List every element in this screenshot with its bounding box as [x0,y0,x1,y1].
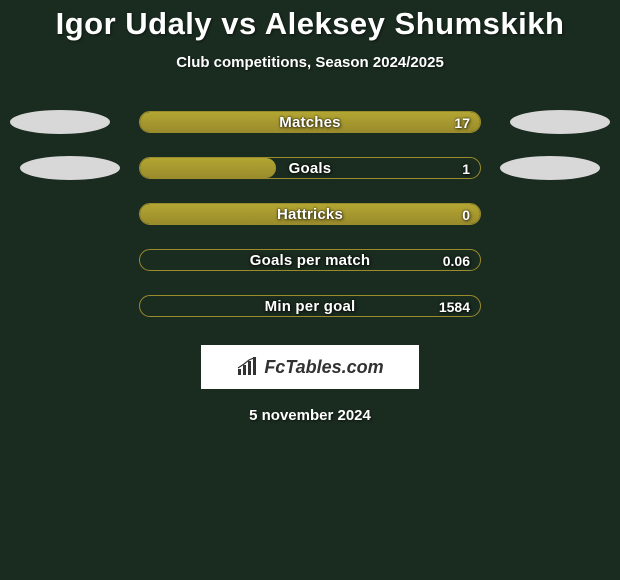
stat-row: Min per goal1584 [0,295,620,317]
comparison-card: Igor Udaly vs Aleksey Shumskikh Club com… [0,0,620,424]
stat-row: Hattricks0 [0,203,620,225]
stat-value: 0.06 [443,250,470,271]
snapshot-date: 5 november 2024 [249,407,371,424]
stat-bar-fill [140,204,480,224]
stat-bar: Goals1 [139,157,481,179]
stat-bar: Min per goal1584 [139,295,481,317]
brand-text: FcTables.com [264,357,383,378]
brand-box[interactable]: FcTables.com [201,345,419,389]
stat-label: Min per goal [140,296,480,317]
stat-bar-fill [140,112,480,132]
footer: FcTables.com 5 november 2024 [201,345,419,424]
stat-value: 1 [462,158,470,179]
stat-bar: Hattricks0 [139,203,481,225]
season-subtitle: Club competitions, Season 2024/2025 [176,54,444,71]
player-left-marker [10,110,110,134]
stat-row: Goals per match0.06 [0,249,620,271]
stat-bar-fill [140,158,276,178]
stat-row: Matches17 [0,111,620,133]
stat-bar: Goals per match0.06 [139,249,481,271]
page-title: Igor Udaly vs Aleksey Shumskikh [56,6,565,42]
stat-label: Goals per match [140,250,480,271]
player-right-marker [500,156,600,180]
bar-chart-icon [236,357,258,377]
player-right-marker [510,110,610,134]
stat-row: Goals1 [0,157,620,179]
stat-bar: Matches17 [139,111,481,133]
stat-value: 1584 [439,296,470,317]
stats-rows: Matches17 Goals1 Hattricks0 Goals per match… [0,111,620,317]
player-left-marker [20,156,120,180]
